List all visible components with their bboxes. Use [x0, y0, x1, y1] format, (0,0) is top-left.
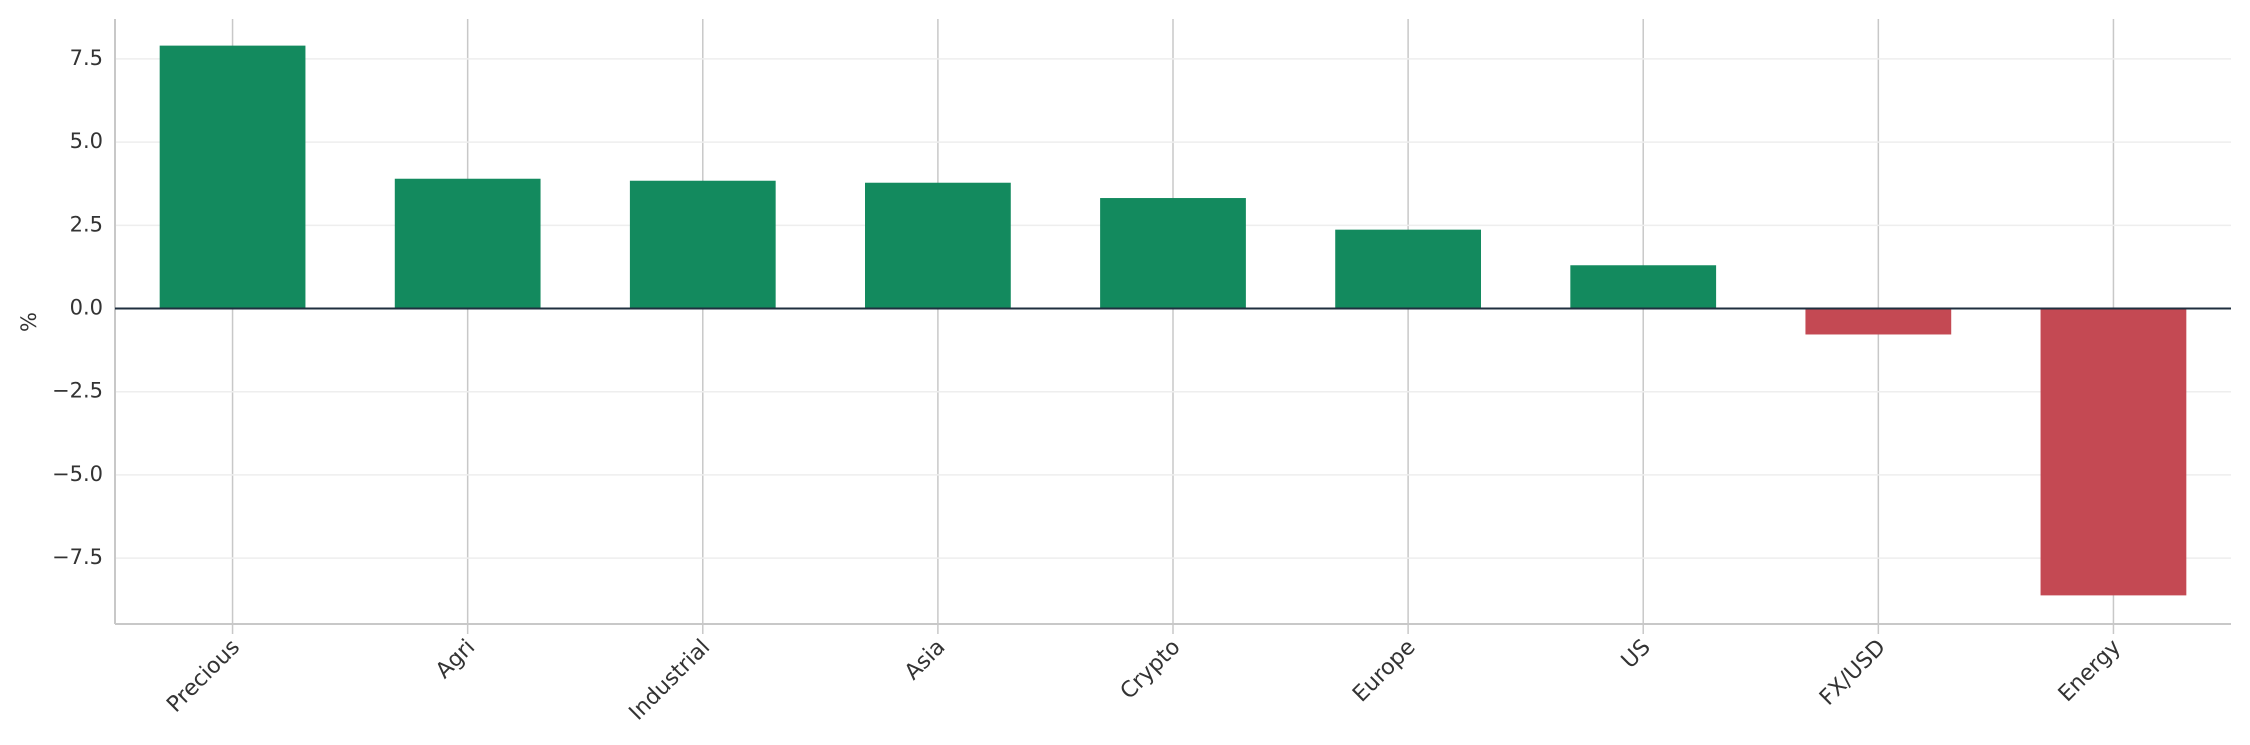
x-tick-label: Industrial: [625, 635, 716, 726]
y-axis-label: %: [17, 312, 41, 332]
x-tick-label: Agri: [431, 635, 480, 684]
bar: [1570, 265, 1717, 309]
y-tick-label: 0.0: [70, 296, 103, 320]
bar: [394, 178, 541, 309]
x-tick-label: Energy: [2054, 635, 2126, 707]
x-tick-label: Asia: [900, 635, 950, 685]
x-tick-label: Crypto: [1116, 635, 1186, 705]
y-tick-label: −2.5: [52, 379, 103, 403]
x-tick-label: Precious: [162, 635, 245, 718]
bar: [1335, 229, 1481, 309]
bar: [159, 45, 306, 309]
y-tick-label: 7.5: [70, 46, 103, 70]
y-tick-label: −7.5: [52, 545, 103, 569]
x-tick-label: US: [1617, 635, 1656, 674]
bar: [2040, 308, 2187, 596]
bar: [1805, 308, 1952, 335]
x-tick-label: Europe: [1348, 635, 1420, 707]
y-tick-label: −5.0: [52, 462, 103, 486]
y-tick-label: 5.0: [70, 129, 103, 153]
bar: [629, 180, 776, 309]
y-tick-label: 2.5: [70, 212, 103, 236]
bar: [865, 182, 1011, 309]
x-tick-label: FX/USD: [1815, 635, 1891, 711]
bar: [1100, 198, 1246, 309]
